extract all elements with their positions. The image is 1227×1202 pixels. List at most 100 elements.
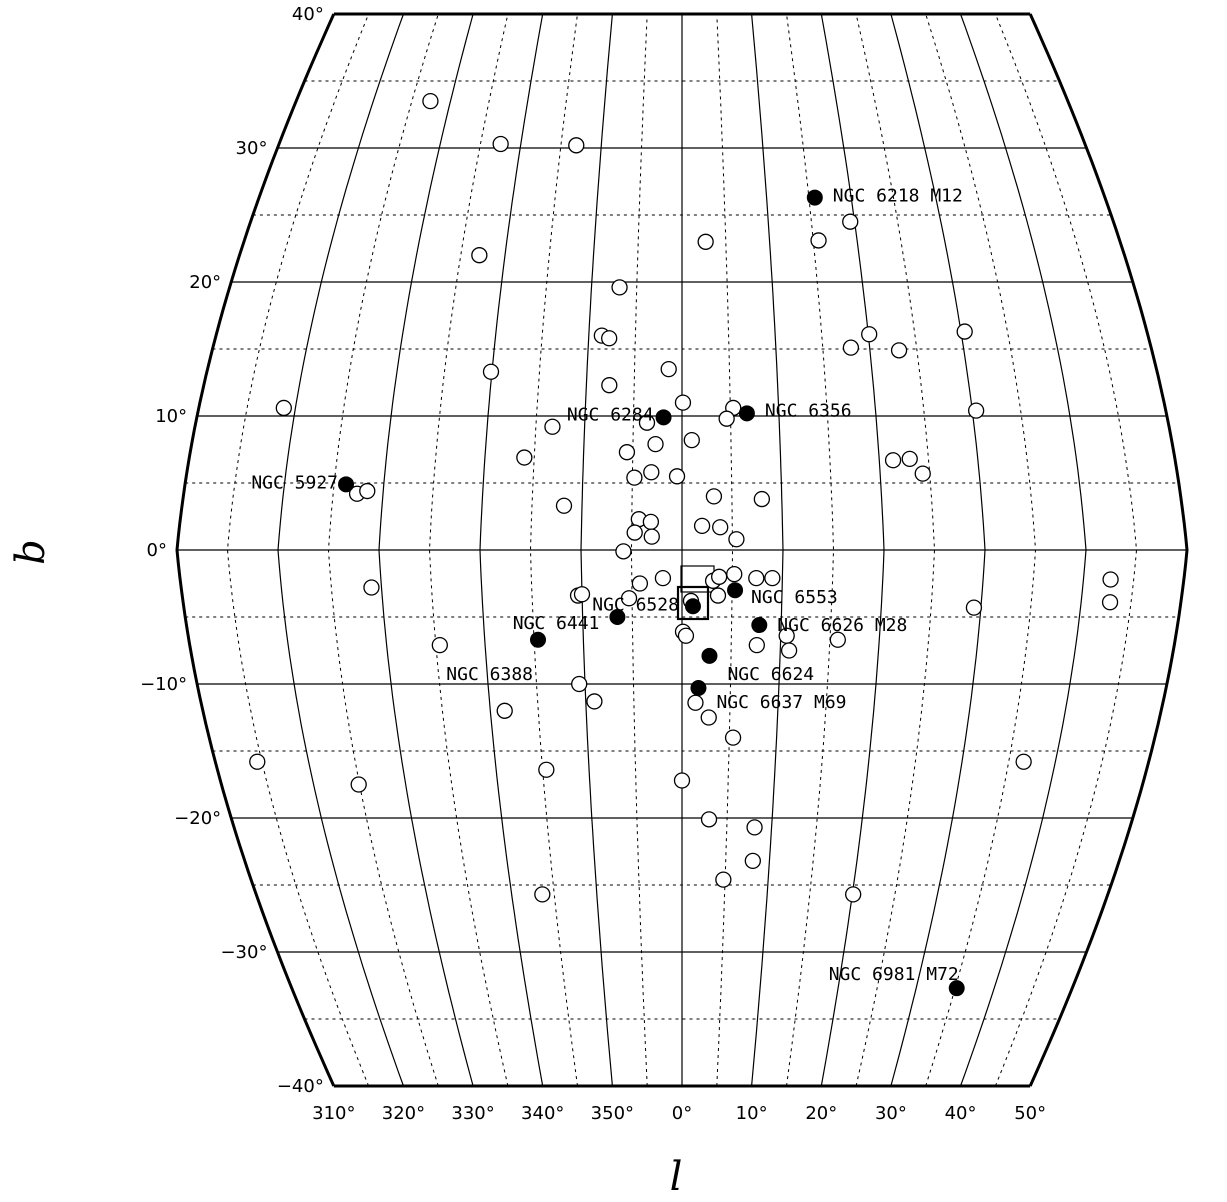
open-cluster-point [697,233,714,250]
open-cluster-point [965,599,983,616]
highlighted-cluster-point [690,680,707,697]
open-cluster-point [753,490,771,508]
x-tick-label: 330° [451,1103,494,1124]
frame-left-edge [175,13,336,1087]
open-cluster-point [431,636,448,654]
open-cluster-point [516,449,533,466]
open-cluster-point [780,642,798,659]
open-cluster-point [492,135,509,153]
open-cluster-point [359,482,376,500]
highlighted-cluster-point [530,631,547,648]
open-cluster-point [642,513,660,531]
cluster-label: NGC 6553 [751,587,838,608]
open-cluster-point [673,772,691,789]
open-cluster-point [956,323,973,340]
x-tick-label: 340° [521,1103,564,1124]
open-cluster-point [764,569,781,587]
open-cluster-point [586,693,603,710]
markers [249,92,1119,997]
open-cluster-point [571,675,588,693]
y-tick-label: 30° [236,138,268,159]
open-cluster-point [363,579,380,596]
open-cluster-point [677,627,695,644]
open-cluster-point [842,339,860,356]
open-cluster-point [715,871,732,888]
x-tick-label: 40° [945,1103,977,1124]
survey-field-box [676,585,710,621]
open-cluster-point [709,587,727,604]
open-cluster-point [626,524,643,541]
open-cluster-point [568,137,585,154]
open-cluster-point [496,702,513,719]
open-cluster-point [249,753,266,770]
open-cluster-point [615,543,632,560]
open-cluster-point [647,435,664,453]
x-tick-label: 0° [672,1103,692,1124]
x-tick-label: 310° [312,1103,355,1124]
open-cluster-point [275,399,292,417]
open-cluster-point [350,776,367,793]
cluster-label: NGC 6388 [446,664,533,685]
open-cluster-point [638,414,656,431]
open-cluster-point [555,497,573,514]
open-cluster-point [573,586,591,603]
y-tick-label: −10° [140,674,187,695]
highlighted-cluster-point [655,409,672,426]
y-tick-label: 0° [147,540,167,561]
open-cluster-point [1101,594,1119,611]
open-cluster-point [687,694,704,711]
cluster-label: NGC 5927 [251,472,338,493]
open-cluster-point [660,360,677,378]
open-cluster-point [601,377,618,394]
meridian-line [959,13,1087,1087]
x-axis-label: l [670,1154,683,1200]
open-cluster-point [810,232,827,249]
open-cluster-point [683,431,700,449]
open-cluster-point [643,464,660,481]
highlighted-cluster-point [684,598,701,615]
open-cluster-point [748,636,765,654]
open-cluster-point [914,465,931,482]
open-cluster-point [718,410,735,427]
cluster-labels: NGC 6218 M12 NGC 6356 NGC 6284 NGC 5927 NGC … [251,186,963,986]
highlighted-cluster-point [701,647,718,664]
frame-right-edge [1028,13,1189,1087]
open-cluster-point [631,575,649,592]
highlighted-cluster-point [727,582,744,599]
open-cluster-point [654,569,672,587]
meridian-dotted-line [994,13,1138,1087]
open-cluster-point [967,402,985,419]
open-cluster-point [534,886,551,903]
open-cluster-point [744,852,761,870]
y-tick-label: 10° [155,406,187,427]
x-tick-label: 320° [382,1103,425,1124]
x-tick-label: 30° [875,1103,907,1124]
map-frame [175,12,1189,1088]
x-tick-label: 20° [805,1103,837,1124]
open-cluster-point [728,531,745,548]
x-tick-label: 10° [736,1103,768,1124]
cluster-label: NGC 6624 [727,664,814,685]
open-cluster-point [829,631,846,648]
open-cluster-point [845,886,862,903]
open-cluster-point [711,568,728,585]
open-cluster-point [842,213,859,230]
open-cluster-point [724,729,742,746]
meridian-dotted-line [327,13,439,1087]
highlighted-cluster-point [738,405,755,422]
meridian-line [580,13,613,1087]
open-cluster-point [620,590,638,607]
meridian-line [479,13,544,1087]
open-cluster-point [726,565,743,583]
y-tick-label: 20° [189,272,221,293]
open-cluster-point [700,811,718,828]
cluster-label: NGC 6528 [592,594,679,615]
meridian-dotted-line [925,13,1037,1087]
meridian-line [277,13,405,1087]
open-cluster-point [746,819,763,836]
open-cluster-point [748,569,765,587]
open-cluster-point [712,519,729,536]
tick-labels: 310° 320° 330° 340° 350° 0° 10° 20° 30° 40° 50° 40°… [140,4,1046,1124]
cluster-label: NGC 6284 [567,404,654,425]
